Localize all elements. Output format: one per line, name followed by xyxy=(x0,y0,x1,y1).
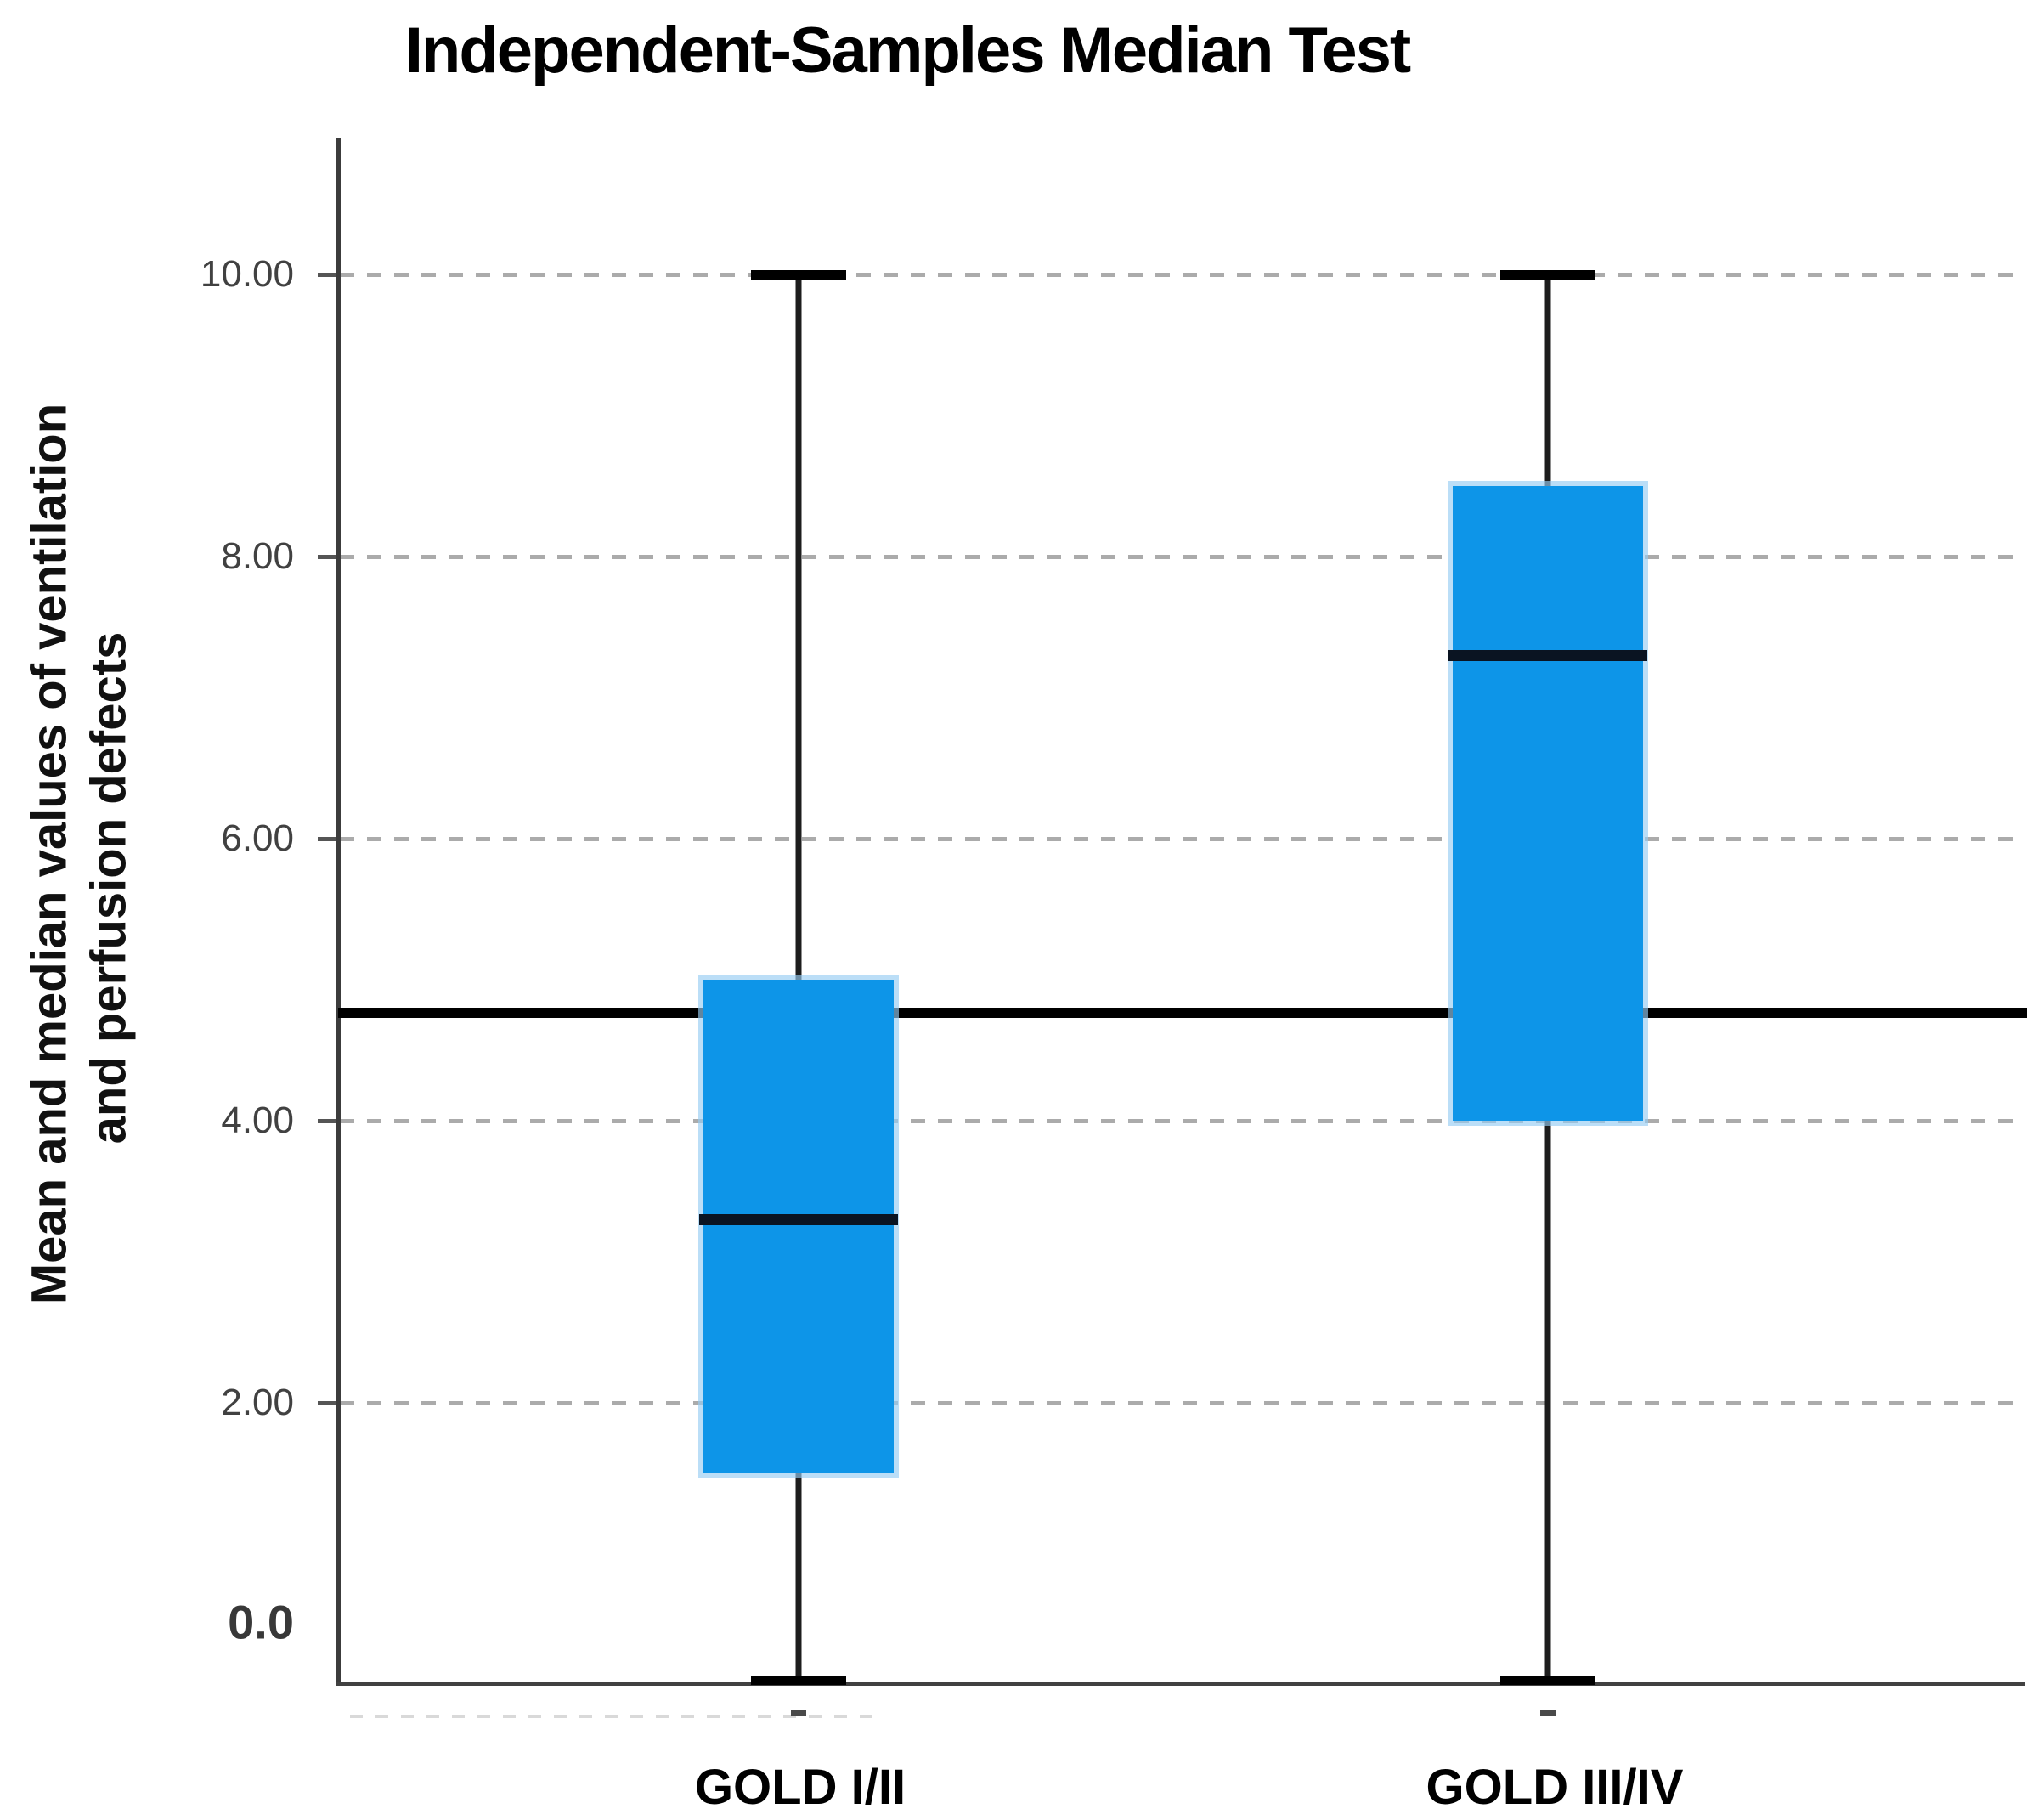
y-axis-label-line1: Mean and median values of ventilation xyxy=(21,403,77,1305)
x-axis-spine xyxy=(336,1682,2025,1686)
y-axis-spine xyxy=(336,138,341,1686)
whisker-lower-1 xyxy=(795,1473,802,1683)
gridline-8 xyxy=(340,555,2024,559)
box-iqr-2 xyxy=(1453,486,1643,1121)
chart-title: Independent-Samples Median Test xyxy=(404,14,1411,87)
y-tick-mark-8.00 xyxy=(318,555,336,559)
x-tick-mark-1 xyxy=(791,1710,806,1716)
median-line-1 xyxy=(699,1214,898,1225)
y-tick-mark-2.00 xyxy=(318,1401,336,1405)
y-tick-mark-10.00 xyxy=(318,273,336,277)
x-category-label-gold-1-2: GOLD I/II xyxy=(694,1760,906,1815)
whisker-cap-bottom-1 xyxy=(751,1676,846,1685)
y-tick-label-8.00: 8.00 xyxy=(221,535,294,577)
gridline-6 xyxy=(340,837,2024,841)
whisker-upper-1 xyxy=(795,274,802,980)
y-tick-label-4.00: 4.00 xyxy=(221,1099,294,1141)
y-axis-label-line2: and perfusion defects xyxy=(81,631,137,1145)
pooled-median-line xyxy=(338,1008,2027,1018)
median-line-2 xyxy=(1448,650,1647,661)
box-iqr-1 xyxy=(703,980,894,1473)
whisker-lower-2 xyxy=(1544,1121,1551,1683)
y-tick-mark-4.00 xyxy=(318,1119,336,1123)
x-category-label-gold-3-4: GOLD III/IV xyxy=(1426,1760,1684,1815)
whisker-upper-2 xyxy=(1544,274,1551,486)
gridline-artifact xyxy=(350,1715,877,1718)
whisker-cap-top-2 xyxy=(1500,270,1595,280)
y-tick-label-6.00: 6.00 xyxy=(221,817,294,859)
y-tick-label-2.00: 2.00 xyxy=(221,1382,294,1423)
gridline-4 xyxy=(340,1119,2024,1123)
y-tick-label-0.0: 0.0 xyxy=(228,1595,294,1649)
whisker-cap-bottom-2 xyxy=(1500,1676,1595,1685)
whisker-cap-top-1 xyxy=(751,270,846,280)
gridline-2 xyxy=(340,1401,2024,1405)
gridline-10 xyxy=(340,273,2024,277)
y-tick-label-10.00: 10.00 xyxy=(200,253,294,295)
y-tick-mark-6.00 xyxy=(318,837,336,841)
x-tick-mark-2 xyxy=(1540,1710,1556,1716)
